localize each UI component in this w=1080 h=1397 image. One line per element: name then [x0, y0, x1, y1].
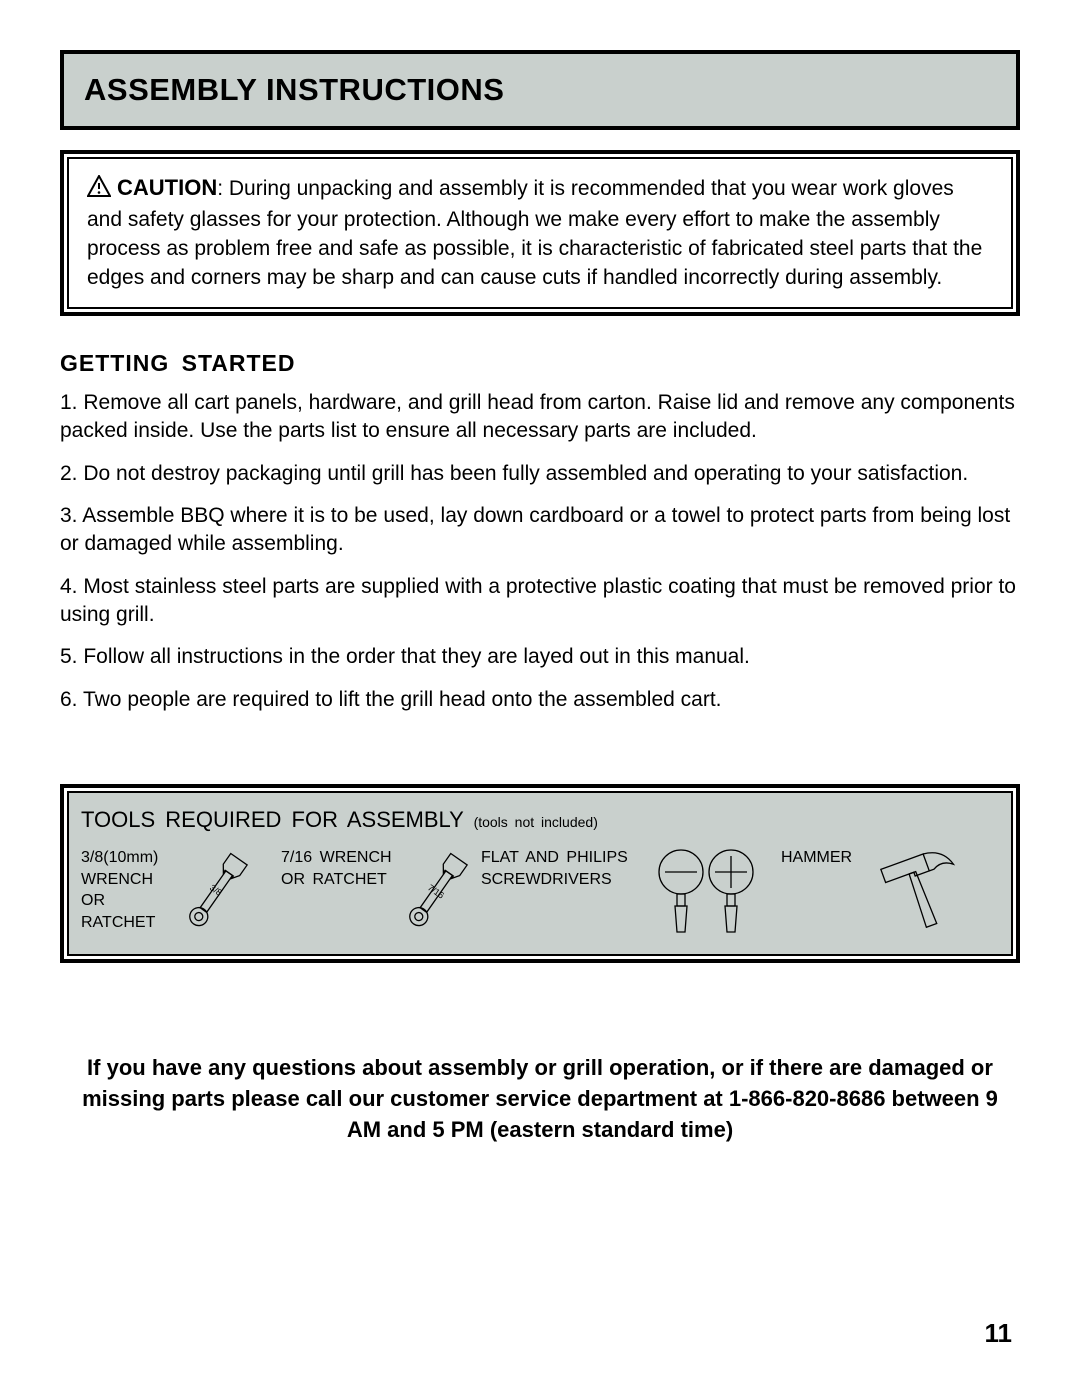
tools-title: TOOLS REQUIRED FOR ASSEMBLY (tools not i…	[81, 807, 999, 833]
tool-label-wrench-716: 7/16 WRENCH OR RATCHET	[281, 847, 401, 890]
footer-contact: If you have any questions about assembly…	[60, 1053, 1020, 1145]
screwdriver-icon	[651, 847, 771, 942]
header-box: ASSEMBLY INSTRUCTIONS	[60, 50, 1020, 130]
tool-label-wrench-38: 3/8(10mm) WRENCH OR RATCHET	[81, 847, 181, 933]
svg-text:7/16: 7/16	[426, 882, 446, 900]
tools-subtitle: (tools not included)	[474, 814, 598, 830]
getting-started-heading: GETTING STARTED	[60, 350, 1020, 377]
caution-label: CAUTION	[117, 175, 217, 200]
page-number: 11	[985, 1318, 1013, 1349]
caution-box: CAUTION: During unpacking and assembly i…	[60, 150, 1020, 316]
step-6: 6. Two people are required to lift the g…	[60, 686, 1020, 714]
wrench-icon: 7/16	[401, 847, 471, 942]
tools-title-text: TOOLS REQUIRED FOR ASSEMBLY	[81, 807, 463, 832]
step-1: 1. Remove all cart panels, hardware, and…	[60, 389, 1020, 446]
step-5: 5. Follow all instructions in the order …	[60, 643, 1020, 671]
warning-icon	[87, 175, 111, 206]
tool-label-hammer: HAMMER	[781, 847, 861, 869]
tools-row: 3/8(10mm) WRENCH OR RATCHET 3/8	[81, 847, 999, 942]
page-title: ASSEMBLY INSTRUCTIONS	[84, 72, 996, 108]
wrench-icon: 3/8	[181, 847, 251, 942]
tool-hammer: HAMMER	[781, 847, 981, 942]
caution-text: : During unpacking and assembly it is re…	[87, 177, 982, 289]
page: ASSEMBLY INSTRUCTIONS CAUTION: During un…	[0, 0, 1080, 1397]
tools-panel: TOOLS REQUIRED FOR ASSEMBLY (tools not i…	[67, 791, 1013, 956]
tools-box: TOOLS REQUIRED FOR ASSEMBLY (tools not i…	[60, 784, 1020, 963]
tool-label-screwdrivers: FLAT AND PHILIPS SCREWDRIVERS	[481, 847, 651, 890]
caution-content: CAUTION: During unpacking and assembly i…	[67, 157, 1013, 309]
step-3: 3. Assemble BBQ where it is to be used, …	[60, 502, 1020, 559]
hammer-icon	[861, 847, 981, 942]
step-4: 4. Most stainless steel parts are suppli…	[60, 573, 1020, 630]
tool-wrench-38: 3/8(10mm) WRENCH OR RATCHET 3/8	[81, 847, 281, 942]
tool-wrench-716: 7/16 WRENCH OR RATCHET 7/16	[281, 847, 481, 942]
tool-screwdrivers: FLAT AND PHILIPS SCREWDRIVERS	[481, 847, 781, 942]
step-2: 2. Do not destroy packaging until grill …	[60, 460, 1020, 488]
svg-text:3/8: 3/8	[208, 882, 224, 897]
